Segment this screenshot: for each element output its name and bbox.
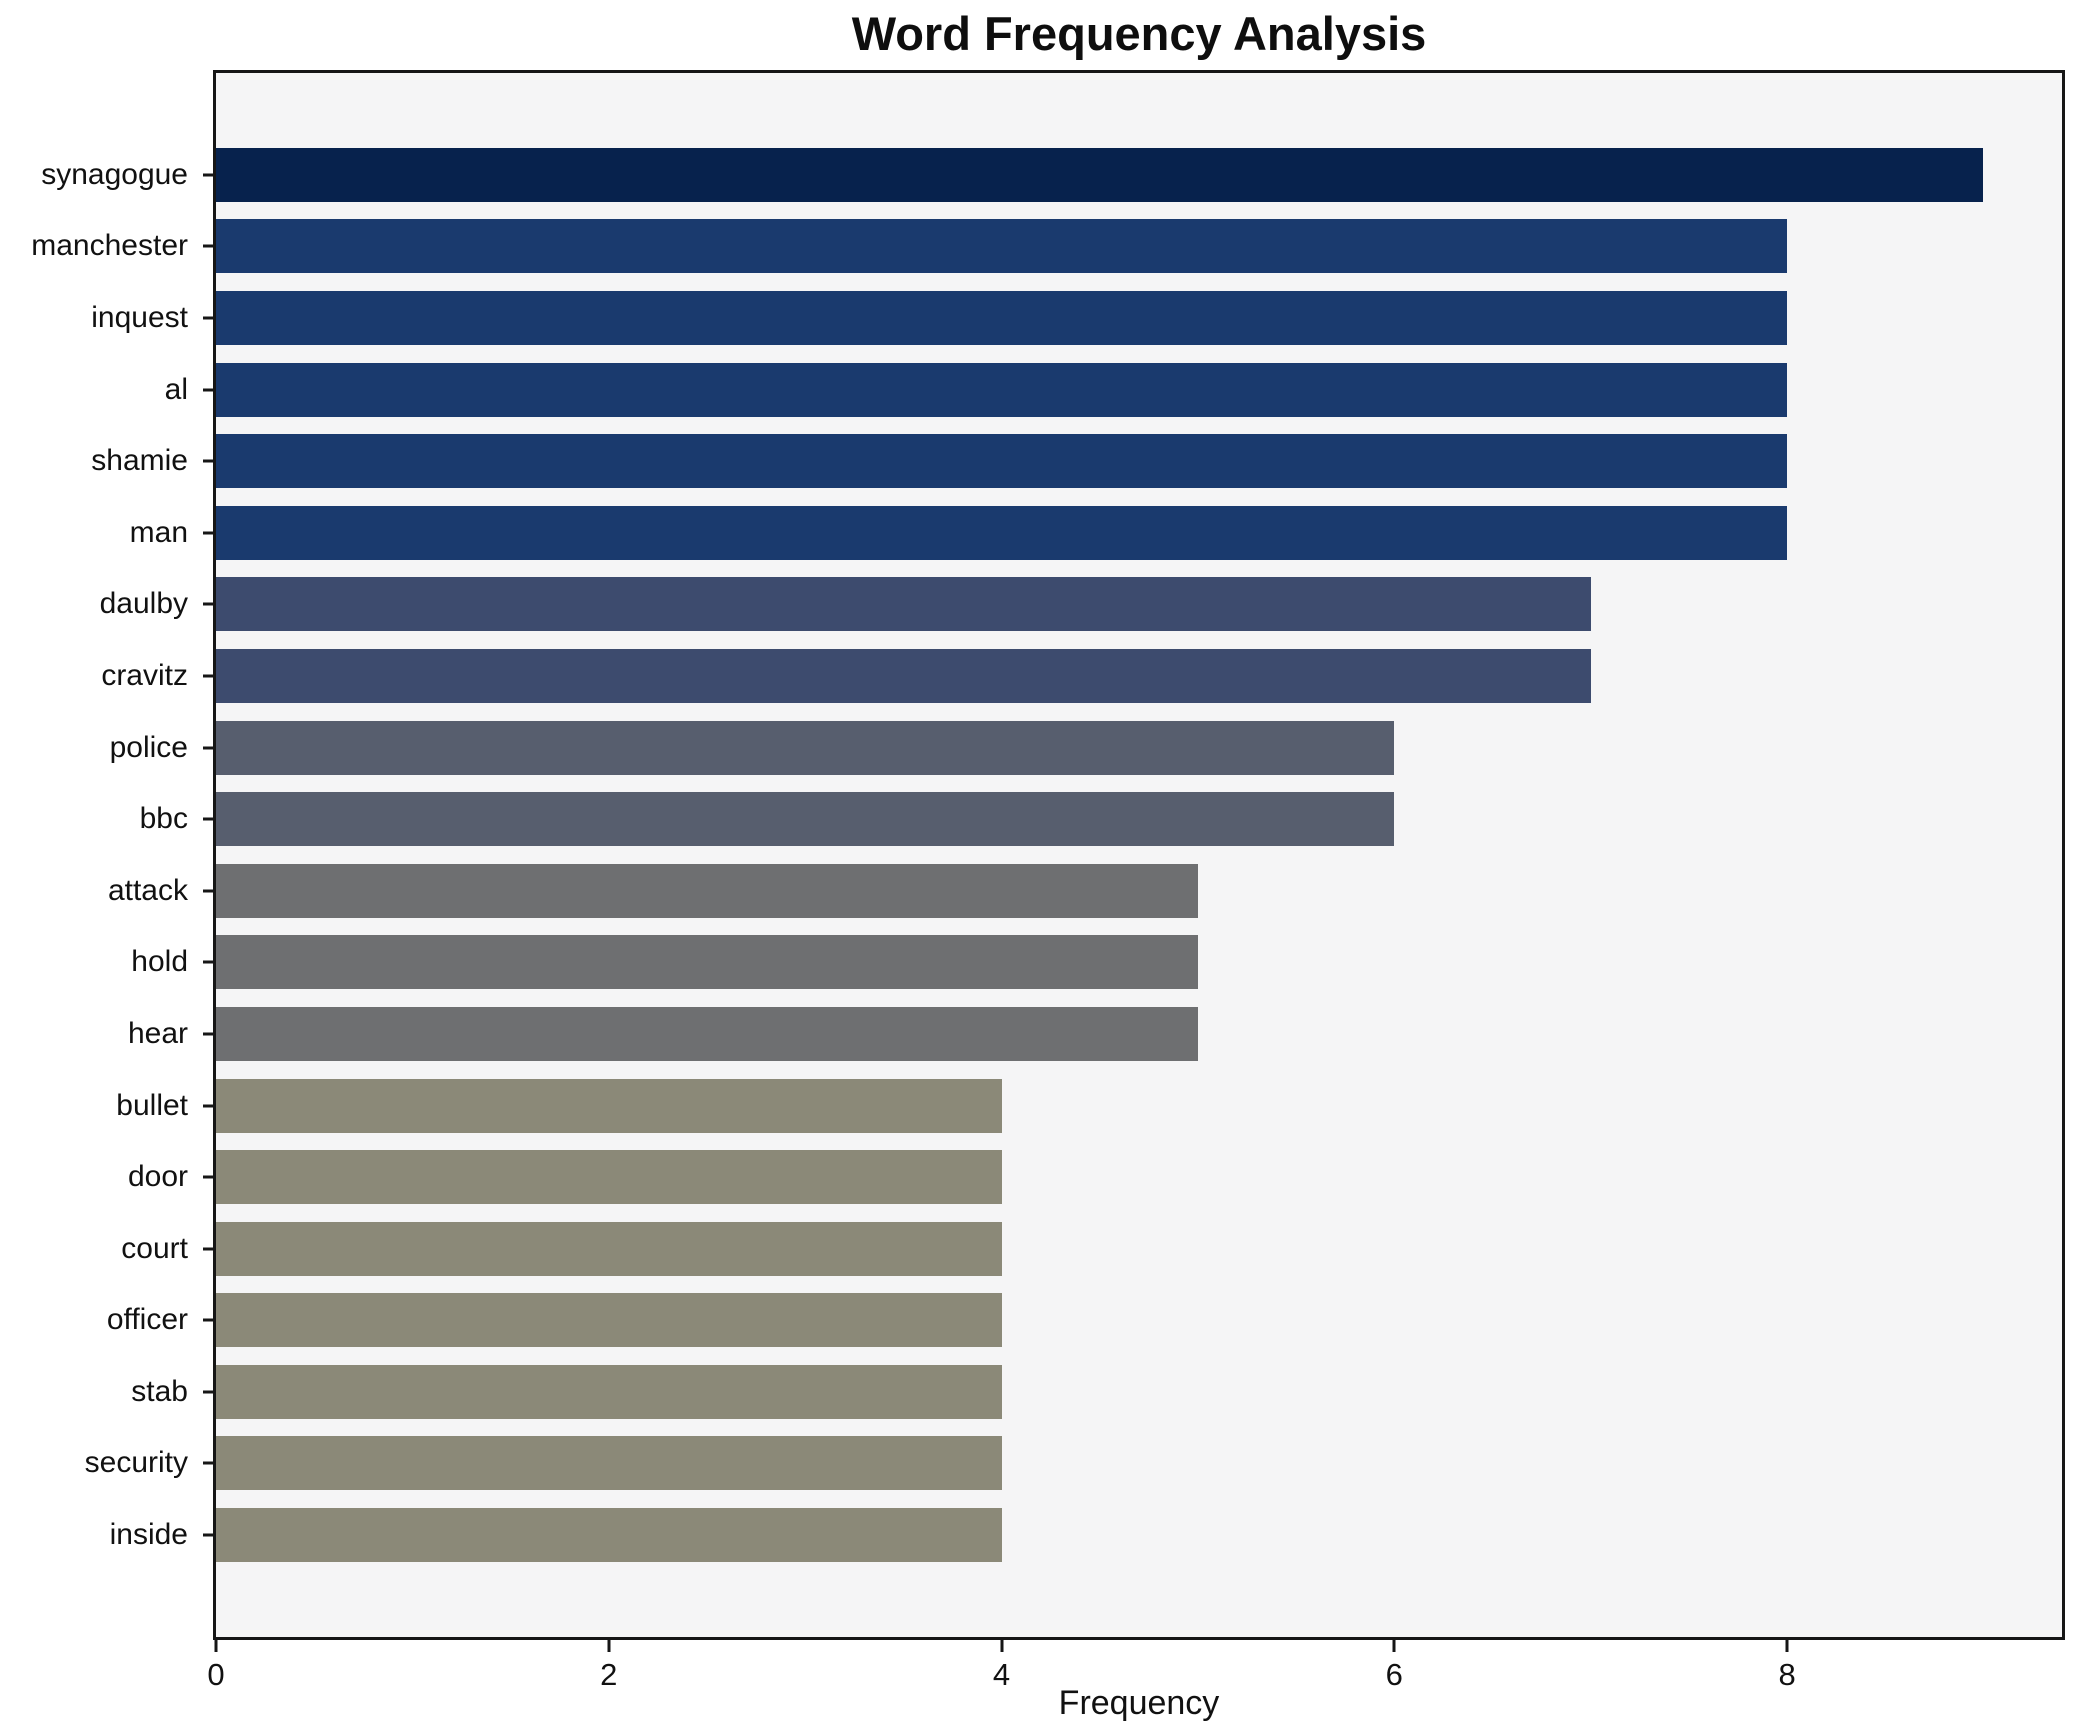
y-tick-mark xyxy=(203,960,213,964)
bar-row: al xyxy=(165,354,2062,426)
bar-bullet xyxy=(216,1078,1002,1133)
bar-man xyxy=(216,505,1788,560)
y-tick-mark xyxy=(203,316,213,320)
bar-al xyxy=(216,362,1788,417)
x-axis-label: Frequency xyxy=(1058,1684,1220,1722)
bar-security xyxy=(216,1436,1002,1491)
bar-row: bullet xyxy=(116,1070,2062,1142)
y-tick-label: man xyxy=(129,515,188,549)
y-tick-mark xyxy=(203,1533,213,1537)
bar-row: police xyxy=(110,712,2062,784)
bar-row: shamie xyxy=(91,425,2062,497)
bar-row: court xyxy=(121,1213,2062,1285)
bar-bbc xyxy=(216,792,1395,847)
x-tick-label: 0 xyxy=(207,1657,225,1692)
bar-inside xyxy=(216,1508,1002,1563)
y-tick-label: synagogue xyxy=(41,157,188,191)
y-tick-label: daulby xyxy=(99,587,188,621)
y-tick-mark xyxy=(203,459,213,463)
x-tick-mark xyxy=(214,1640,218,1652)
x-tick-mark xyxy=(1392,1640,1396,1652)
y-tick-label: hold xyxy=(131,945,188,979)
chart-title: Word Frequency Analysis xyxy=(851,7,1427,60)
bar-row: officer xyxy=(107,1285,2062,1357)
y-tick-mark xyxy=(203,602,213,606)
bar-attack xyxy=(216,863,1198,918)
y-tick-label: police xyxy=(109,730,188,764)
y-tick-label: court xyxy=(121,1231,188,1265)
y-tick-label: bbc xyxy=(139,802,188,836)
bar-manchester xyxy=(216,219,1788,274)
y-tick-mark xyxy=(203,244,213,248)
y-tick-label: officer xyxy=(106,1303,188,1337)
y-tick-label: attack xyxy=(107,873,188,907)
y-tick-label: cravitz xyxy=(101,658,188,692)
bar-row: stab xyxy=(131,1356,2062,1428)
y-tick-label: security xyxy=(84,1446,188,1480)
bar-row: hold xyxy=(131,927,2062,999)
bar-row: hear xyxy=(128,998,2062,1070)
x-tick-label: 8 xyxy=(1778,1657,1796,1692)
y-tick-label: hear xyxy=(127,1016,188,1050)
bar-shamie xyxy=(216,434,1788,489)
bar-row: inside xyxy=(110,1499,2062,1571)
y-tick-label: bullet xyxy=(116,1088,188,1122)
bar-row: man xyxy=(130,497,2062,569)
bar-hold xyxy=(216,935,1198,990)
bar-row: manchester xyxy=(31,211,2062,283)
bar-hear xyxy=(216,1006,1198,1061)
bar-officer xyxy=(216,1293,1002,1348)
y-tick-mark xyxy=(203,173,213,177)
bar-row: cravitz xyxy=(101,640,2062,712)
y-tick-mark xyxy=(203,817,213,821)
x-tick-label: 2 xyxy=(600,1657,618,1692)
y-tick-mark xyxy=(203,1104,213,1108)
y-tick-mark xyxy=(203,746,213,750)
bar-daulby xyxy=(216,577,1591,632)
y-tick-mark xyxy=(203,388,213,392)
bar-cravitz xyxy=(216,648,1591,703)
y-tick-mark xyxy=(203,889,213,893)
y-tick-mark xyxy=(203,1461,213,1465)
bar-row: security xyxy=(85,1428,2062,1500)
y-tick-label: inside xyxy=(109,1518,188,1552)
plot-area: synagogue manchester inquest al shamie man dau… xyxy=(31,70,2065,1690)
y-tick-mark xyxy=(203,1318,213,1322)
y-tick-label: inquest xyxy=(91,300,188,334)
y-tick-mark xyxy=(203,1032,213,1036)
y-tick-mark xyxy=(203,674,213,678)
x-tick-label: 4 xyxy=(992,1657,1011,1692)
x-tick-label: 6 xyxy=(1385,1657,1403,1692)
bar-door xyxy=(216,1150,1002,1205)
bar-row: inquest xyxy=(91,282,2062,354)
y-tick-label: door xyxy=(127,1160,188,1194)
bar-stab xyxy=(216,1364,1002,1419)
y-tick-mark xyxy=(203,1175,213,1179)
y-tick-label: al xyxy=(164,372,188,406)
x-tick-mark xyxy=(1000,1640,1004,1652)
bar-rows: synagogue manchester inquest al shamie man dau… xyxy=(31,139,2062,1571)
bar-police xyxy=(216,720,1395,775)
y-tick-label: stab xyxy=(131,1374,188,1408)
y-tick-mark xyxy=(203,531,213,535)
bar-row: attack xyxy=(108,855,2062,927)
x-tick-mark xyxy=(1785,1640,1789,1652)
bar-synagogue xyxy=(216,147,1984,202)
y-tick-mark xyxy=(203,1390,213,1394)
bar-court xyxy=(216,1221,1002,1276)
y-tick-mark xyxy=(203,1247,213,1251)
bar-row: bbc xyxy=(140,783,2062,855)
bar-inquest xyxy=(216,290,1788,345)
x-tick-mark xyxy=(607,1640,611,1652)
y-tick-label: shamie xyxy=(91,444,188,478)
bar-row: synagogue xyxy=(41,139,2062,211)
bar-row: daulby xyxy=(100,569,2062,641)
bar-row: door xyxy=(128,1141,2062,1213)
y-tick-label: manchester xyxy=(31,229,188,263)
